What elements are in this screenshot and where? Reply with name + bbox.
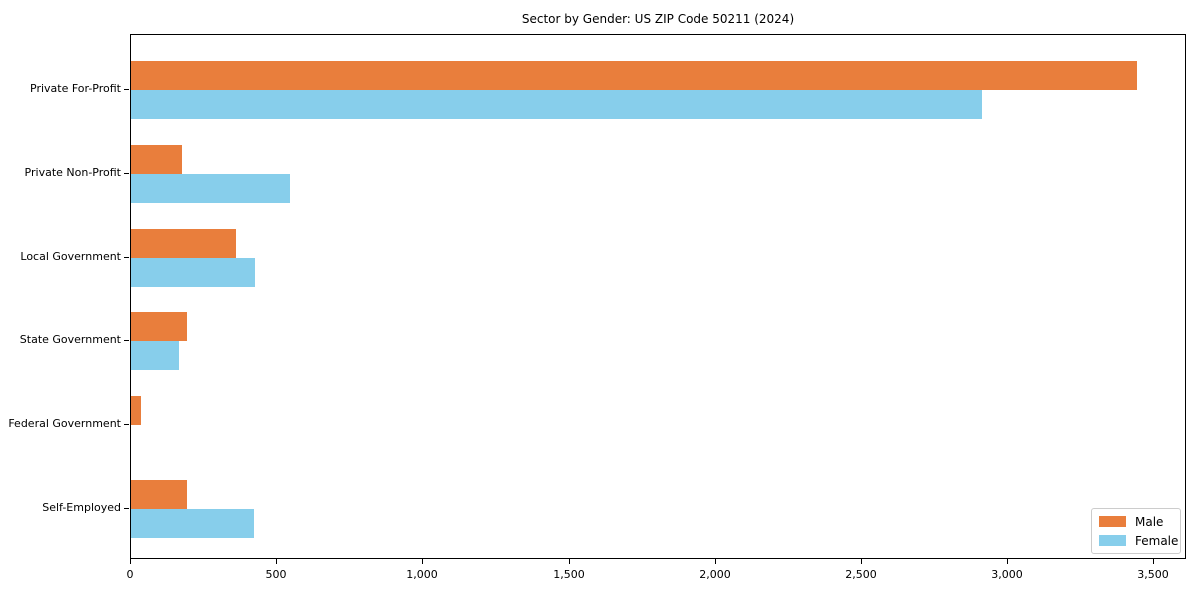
female-swatch	[1099, 535, 1126, 546]
x-tick-mark	[569, 559, 570, 564]
x-tick-mark	[130, 559, 131, 564]
bar-male-3	[131, 228, 236, 258]
x-tick-mark	[1153, 559, 1154, 564]
x-tick-label: 500	[265, 568, 287, 581]
x-tick-label: 2,500	[845, 568, 877, 581]
x-tick-label: 1,500	[553, 568, 585, 581]
legend-entry-female: Female	[1099, 533, 1178, 548]
bar-male-4	[131, 312, 187, 342]
y-tick-mark	[124, 340, 129, 341]
legend-entry-male: Male	[1099, 514, 1173, 529]
x-tick-mark	[1007, 559, 1008, 564]
y-tick-label: Private For-Profit	[30, 82, 121, 95]
legend-label-female: Female	[1135, 533, 1179, 548]
y-tick-label: Federal Government	[8, 417, 121, 430]
x-tick-mark	[422, 559, 423, 564]
bar-male-5	[131, 396, 141, 426]
x-tick-mark	[861, 559, 862, 564]
x-tick-label: 1,000	[406, 568, 438, 581]
legend-label-male: Male	[1135, 514, 1164, 529]
bar-male-1	[131, 61, 1137, 90]
y-tick-label: Self-Employed	[42, 501, 121, 514]
x-tick-label: 3,500	[1137, 568, 1169, 581]
bar-female-3	[131, 257, 255, 287]
x-tick-mark	[715, 559, 716, 564]
plot-area	[130, 34, 1186, 559]
legend: Male Female	[1091, 508, 1181, 554]
male-swatch	[1099, 516, 1126, 527]
x-tick-label: 2,000	[699, 568, 731, 581]
x-tick-mark	[276, 559, 277, 564]
bar-female-6	[131, 509, 254, 538]
bar-female-2	[131, 173, 290, 203]
y-tick-mark	[124, 173, 129, 174]
y-tick-mark	[124, 89, 129, 90]
y-tick-mark	[124, 257, 129, 258]
y-tick-label: Private Non-Profit	[24, 166, 121, 179]
bar-female-1	[131, 90, 982, 119]
y-tick-mark	[124, 508, 129, 509]
y-tick-label: Local Government	[20, 250, 121, 263]
bar-female-4	[131, 341, 179, 371]
chart-title: Sector by Gender: US ZIP Code 50211 (202…	[521, 12, 795, 26]
y-tick-mark	[124, 424, 129, 425]
y-tick-label: State Government	[19, 333, 121, 346]
x-tick-label: 0	[126, 568, 134, 581]
x-tick-label: 3,000	[991, 568, 1023, 581]
bar-male-2	[131, 144, 182, 174]
bar-male-6	[131, 480, 187, 509]
